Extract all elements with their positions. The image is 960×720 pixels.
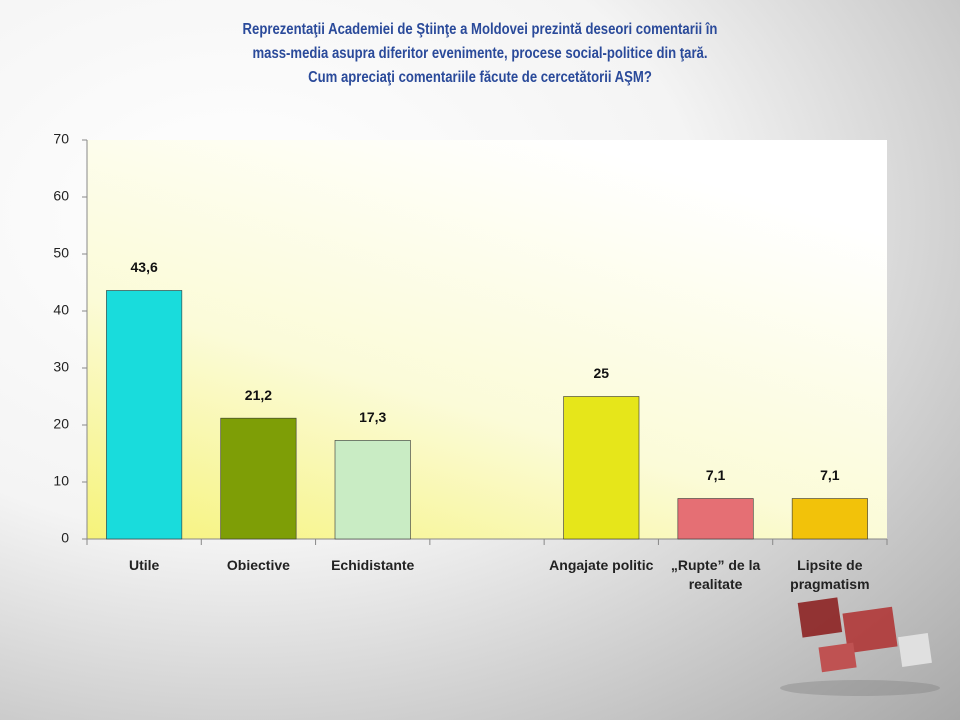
- title-line: mass-media asupra diferitor evenimente, …: [252, 45, 708, 62]
- bar: [563, 396, 640, 540]
- x-tick-label: Utile: [128, 557, 160, 573]
- value-label: 21,2: [245, 387, 272, 403]
- chart-title: Reprezentaţii Academiei de Ştiinţe a Mol…: [0, 18, 960, 90]
- value-label: 7,1: [820, 467, 840, 483]
- y-tick-label: 0: [61, 530, 69, 546]
- value-label: 43,6: [131, 259, 158, 275]
- value-label: 7,1: [706, 467, 726, 483]
- y-tick-label: 70: [53, 131, 69, 147]
- x-tick-label: Echidistante: [331, 557, 415, 573]
- value-label: 17,3: [359, 409, 386, 425]
- y-tick-label: 30: [53, 359, 69, 375]
- x-tick-label: Angajate politic: [549, 557, 654, 573]
- decoration: [780, 597, 940, 696]
- y-tick-label: 20: [53, 416, 69, 432]
- y-tick-label: 50: [53, 245, 69, 261]
- x-tick-label: Obiective: [226, 557, 290, 573]
- value-label: 25: [593, 365, 609, 381]
- bar: [677, 498, 754, 540]
- title-line: Cum apreciaţi comentariile făcute de cer…: [308, 69, 652, 86]
- bar: [106, 290, 183, 540]
- x-tick-label: Lipsite de pragmatism: [790, 557, 870, 592]
- plot-area: [87, 140, 887, 539]
- title-line: Reprezentaţii Academiei de Ştiinţe a Mol…: [242, 21, 718, 38]
- y-tick-label: 40: [53, 302, 69, 318]
- bar: [334, 440, 411, 540]
- y-tick-label: 60: [53, 188, 69, 204]
- y-tick-label: 10: [53, 473, 69, 489]
- x-tick-label: „Rupte” de la realitate: [670, 557, 761, 592]
- bar: [220, 417, 297, 540]
- bar: [791, 498, 868, 540]
